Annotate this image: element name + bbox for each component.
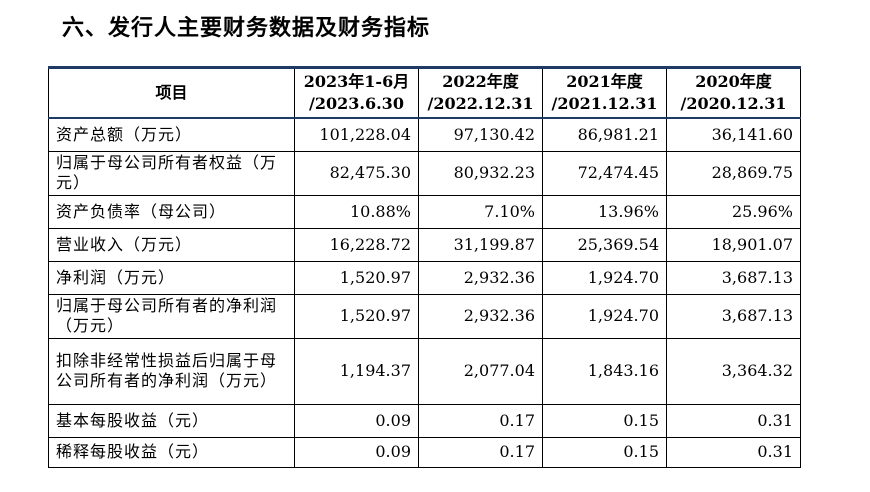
row-label: 基本每股收益（元） bbox=[48, 403, 295, 438]
cell-value: 1,520.97 bbox=[294, 293, 419, 339]
table-row: 净利润（万元） 1,520.97 2,932.36 1,924.70 3,687… bbox=[48, 260, 801, 295]
header-line2: /2020.12.31 bbox=[680, 94, 787, 113]
header-period-2021: 2021年度/2021.12.31 bbox=[542, 66, 667, 119]
cell-value: 82,475.30 bbox=[294, 150, 419, 196]
cell-value: 16,228.72 bbox=[294, 227, 419, 262]
header-item: 项目 bbox=[48, 66, 295, 119]
financial-data-table: 项目 2023年1-6月/2023.6.30 2022年度/2022.12.31… bbox=[48, 66, 801, 468]
cell-value: 31,199.87 bbox=[418, 227, 543, 262]
cell-value: 80,932.23 bbox=[418, 150, 543, 196]
cell-value: 0.17 bbox=[418, 436, 543, 468]
row-label: 营业收入（万元） bbox=[48, 227, 295, 262]
header-row: 项目 2023年1-6月/2023.6.30 2022年度/2022.12.31… bbox=[48, 66, 801, 119]
cell-value: 25.96% bbox=[666, 194, 801, 229]
cell-value: 0.09 bbox=[294, 436, 419, 468]
cell-value: 97,130.42 bbox=[418, 117, 543, 152]
cell-value: 1,924.70 bbox=[542, 260, 667, 295]
header-line1: 2021年度 bbox=[566, 72, 643, 91]
table-row: 资产负债率（母公司） 10.88% 7.10% 13.96% 25.96% bbox=[48, 194, 801, 229]
row-label: 归属于母公司所有者权益（万元） bbox=[48, 150, 295, 196]
cell-value: 10.88% bbox=[294, 194, 419, 229]
cell-value: 1,843.16 bbox=[542, 337, 667, 405]
cell-value: 72,474.45 bbox=[542, 150, 667, 196]
cell-value: 3,687.13 bbox=[666, 293, 801, 339]
cell-value: 0.17 bbox=[418, 403, 543, 438]
header-line1: 2020年度 bbox=[695, 72, 772, 91]
header-line2: /2021.12.31 bbox=[551, 94, 658, 113]
table-row: 资产总额（万元） 101,228.04 97,130.42 86,981.21 … bbox=[48, 117, 801, 152]
table-row: 归属于母公司所有者的净利润（万元） 1,520.97 2,932.36 1,92… bbox=[48, 293, 801, 339]
cell-value: 7.10% bbox=[418, 194, 543, 229]
header-period-2020: 2020年度/2020.12.31 bbox=[666, 66, 801, 119]
cell-value: 0.31 bbox=[666, 436, 801, 468]
row-label: 资产负债率（母公司） bbox=[48, 194, 295, 229]
table-row: 归属于母公司所有者权益（万元） 82,475.30 80,932.23 72,4… bbox=[48, 150, 801, 196]
cell-value: 28,869.75 bbox=[666, 150, 801, 196]
cell-value: 101,228.04 bbox=[294, 117, 419, 152]
row-label: 净利润（万元） bbox=[48, 260, 295, 295]
header-period-2022: 2022年度/2022.12.31 bbox=[418, 66, 543, 119]
section-heading: 六、发行人主要财务数据及财务指标 bbox=[62, 16, 431, 41]
table-row: 基本每股收益（元） 0.09 0.17 0.15 0.31 bbox=[48, 403, 801, 438]
cell-value: 18,901.07 bbox=[666, 227, 801, 262]
cell-value: 13.96% bbox=[542, 194, 667, 229]
header-item-label: 项目 bbox=[155, 83, 188, 102]
table-row: 扣除非经常性损益后归属于母公司所有者的净利润（万元） 1,194.37 2,07… bbox=[48, 337, 801, 405]
cell-value: 86,981.21 bbox=[542, 117, 667, 152]
table-row: 营业收入（万元） 16,228.72 31,199.87 25,369.54 1… bbox=[48, 227, 801, 262]
cell-value: 0.09 bbox=[294, 403, 419, 438]
header-line1: 2022年度 bbox=[442, 72, 519, 91]
row-label: 扣除非经常性损益后归属于母公司所有者的净利润（万元） bbox=[48, 337, 295, 405]
row-label: 稀释每股收益（元） bbox=[48, 436, 295, 468]
cell-value: 1,924.70 bbox=[542, 293, 667, 339]
row-label: 归属于母公司所有者的净利润（万元） bbox=[48, 293, 295, 339]
cell-value: 2,932.36 bbox=[418, 260, 543, 295]
header-line2: /2023.6.30 bbox=[309, 94, 404, 113]
cell-value: 0.15 bbox=[542, 436, 667, 468]
cell-value: 0.31 bbox=[666, 403, 801, 438]
header-line2: /2022.12.31 bbox=[427, 94, 534, 113]
cell-value: 25,369.54 bbox=[542, 227, 667, 262]
cell-value: 1,520.97 bbox=[294, 260, 419, 295]
row-label: 资产总额（万元） bbox=[48, 117, 295, 152]
header-period-2023h1: 2023年1-6月/2023.6.30 bbox=[294, 66, 419, 119]
cell-value: 1,194.37 bbox=[294, 337, 419, 405]
table-row: 稀释每股收益（元） 0.09 0.17 0.15 0.31 bbox=[48, 436, 801, 468]
cell-value: 2,932.36 bbox=[418, 293, 543, 339]
cell-value: 36,141.60 bbox=[666, 117, 801, 152]
header-line1: 2023年1-6月 bbox=[303, 72, 410, 91]
cell-value: 2,077.04 bbox=[418, 337, 543, 405]
cell-value: 3,687.13 bbox=[666, 260, 801, 295]
cell-value: 3,364.32 bbox=[666, 337, 801, 405]
cell-value: 0.15 bbox=[542, 403, 667, 438]
